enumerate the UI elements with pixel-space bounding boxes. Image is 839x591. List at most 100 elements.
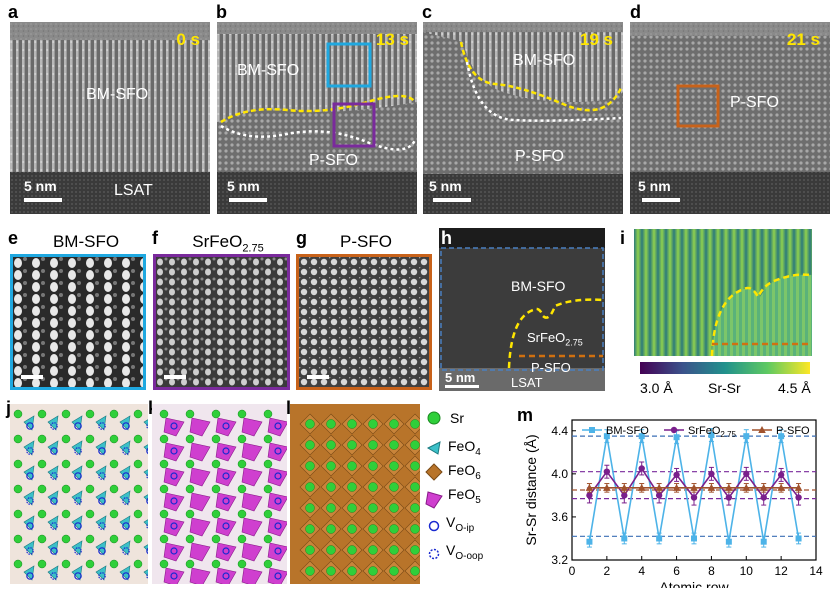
- feo5-pyramid: [215, 467, 237, 487]
- sr-atom: [211, 559, 221, 569]
- sr-atom: [37, 459, 47, 469]
- panel-letter-c: c: [422, 2, 433, 22]
- feo5-pyramid: [163, 517, 185, 537]
- label-bmsfo-b: BM-SFO: [237, 62, 300, 79]
- sr-atom: [389, 503, 399, 513]
- title-f: SrFeO2.75: [192, 232, 264, 255]
- x-axis-label: Atomic row: [659, 579, 729, 588]
- vacancy-ip: [74, 572, 82, 580]
- feo5-pyramid: [267, 567, 287, 584]
- data-point: [690, 483, 698, 491]
- scale-bar-e: [21, 375, 43, 379]
- feo5-pyramid: [267, 442, 287, 462]
- sr-atom: [368, 524, 378, 534]
- sr-atom: [326, 461, 336, 471]
- vacancy-ip: [222, 572, 230, 580]
- vacancy-ip: [170, 522, 178, 530]
- sr-atom: [326, 440, 336, 450]
- feo5-pyramid: [215, 567, 237, 584]
- vacancy-ip: [170, 497, 178, 505]
- vacancy-oop: [50, 572, 58, 580]
- data-point: [603, 483, 611, 491]
- feo5-pyramid: [163, 492, 185, 512]
- scale-bar-f: [164, 375, 186, 379]
- feo5-pyramid: [215, 417, 237, 437]
- sr-atom: [263, 534, 273, 544]
- sr-atom: [326, 419, 336, 429]
- scale-bar-b: [229, 198, 267, 202]
- sr-atom: [61, 484, 71, 494]
- yellow-boundary-i: [710, 273, 811, 356]
- yellow-boundary-c: [459, 41, 623, 112]
- sr-atom: [61, 509, 71, 519]
- vacancy-ip: [274, 447, 282, 455]
- legend-feo6: FeO6: [448, 462, 481, 482]
- sr-atom: [133, 484, 143, 494]
- vacancy-oop: [122, 497, 130, 505]
- sr-atom: [410, 482, 420, 492]
- data-point: [691, 535, 697, 542]
- panel-letter-f: f: [152, 228, 158, 248]
- sr-atom: [159, 509, 169, 519]
- vacancy-ip: [170, 572, 178, 580]
- sr-atom: [263, 484, 273, 494]
- scale-text-b: 5 nm: [227, 178, 260, 194]
- vacancy-ip: [222, 422, 230, 430]
- structure-k: [152, 404, 287, 584]
- time-label-c: 19 s: [579, 30, 613, 49]
- sr-atom: [347, 503, 357, 513]
- sr-atom: [85, 559, 95, 569]
- tem-image-b: 13 s BM-SFO P-SFO 5 nm: [217, 22, 417, 214]
- data-point: [743, 433, 750, 440]
- sr-atom: [237, 534, 247, 544]
- sr-atom: [37, 534, 47, 544]
- sr-atom: [185, 534, 195, 544]
- sr-atom: [347, 566, 357, 576]
- scale-bar-c: [433, 198, 471, 202]
- title-g: P-SFO: [340, 232, 392, 251]
- data-point: [586, 538, 593, 545]
- sr-atom: [263, 559, 273, 569]
- sr-atom: [389, 545, 399, 555]
- sr-atom: [133, 559, 143, 569]
- vacancy-ip: [146, 547, 148, 555]
- sr-atom: [13, 509, 23, 519]
- sr-atom: [389, 419, 399, 429]
- feo5-pyramid: [215, 542, 237, 562]
- label-psfo-h: P-SFO: [531, 360, 571, 375]
- colorbar-title: Sr-Sr: [708, 380, 741, 396]
- legend-feo4: FeO4: [448, 438, 481, 458]
- tem-image-c: 19 s BM-SFO P-SFO 5 nm: [423, 22, 623, 214]
- sr-atom: [13, 559, 23, 569]
- panel-letter-b: b: [216, 2, 227, 22]
- sr-atom: [237, 559, 247, 569]
- x-tick-label: 4: [638, 564, 645, 578]
- scale-text-d: 5 nm: [638, 178, 671, 194]
- sr-atom: [185, 484, 195, 494]
- vacancy-ip: [170, 472, 178, 480]
- feo5-pyramid: [189, 567, 211, 584]
- sr-atom: [410, 545, 420, 555]
- sr-atom: [109, 459, 119, 469]
- sr-atom: [211, 484, 221, 494]
- feo5-pyramid: [241, 567, 263, 584]
- x-tick-label: 8: [708, 564, 715, 578]
- sr-atom: [389, 524, 399, 534]
- data-point: [672, 483, 681, 491]
- label-bmsfo-a: BM-SFO: [86, 86, 149, 103]
- data-point: [707, 483, 716, 491]
- sr-atom: [185, 459, 195, 469]
- sr-atom: [368, 482, 378, 492]
- legend-marker: [758, 426, 766, 433]
- data-point: [603, 468, 611, 475]
- data-point: [638, 433, 645, 440]
- x-tick-label: 6: [673, 564, 680, 578]
- structure-j: [10, 404, 148, 584]
- sr-atom: [368, 419, 378, 429]
- feo5-pyramid: [189, 417, 211, 437]
- y-tick-label: 3.2: [551, 553, 568, 567]
- feo5-pyramid: [267, 467, 287, 487]
- sr-atom: [347, 419, 357, 429]
- cyan-roi-box-b: [326, 42, 372, 88]
- scale-text-a: 5 nm: [24, 178, 57, 194]
